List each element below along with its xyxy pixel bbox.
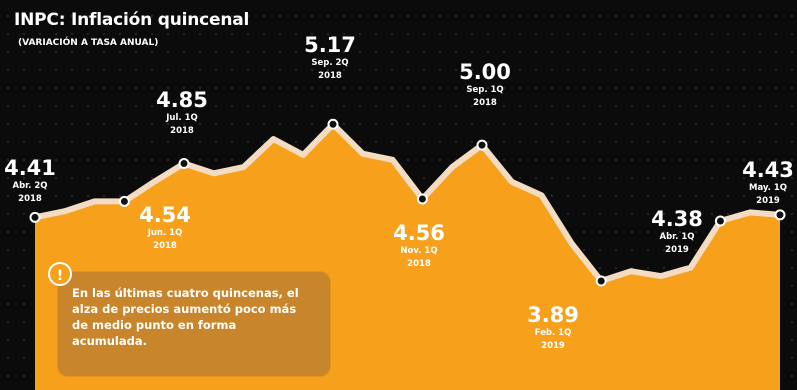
note-box — [58, 272, 330, 376]
data-label-period: Sep. 1Q — [466, 85, 503, 95]
data-label-value: 3.89 — [527, 303, 579, 327]
data-point-marker — [476, 139, 488, 151]
data-label-year: 2018 — [407, 259, 431, 269]
data-label-year: 2019 — [665, 245, 689, 255]
data-label-value: 4.85 — [156, 88, 208, 112]
data-point-marker — [178, 157, 190, 169]
data-label-period: May. 1Q — [749, 183, 787, 193]
data-label-year: 2018 — [18, 194, 42, 204]
data-point-marker — [327, 118, 339, 130]
data-point-marker — [714, 215, 726, 227]
data-label-value: 4.56 — [393, 221, 445, 245]
data-label-period: Abr. 2Q — [13, 181, 48, 191]
data-label-value: 4.54 — [139, 203, 191, 227]
data-label-period: Jul. 1Q — [165, 113, 197, 123]
data-label-period: Jun. 1Q — [147, 228, 183, 238]
data-label-period: Nov. 1Q — [400, 246, 437, 256]
chart-subtitle: (VARIACIÓN A TASA ANUAL) — [18, 38, 159, 48]
chart-title: INPC: Inflación quincenal — [14, 10, 250, 30]
data-label-year: 2018 — [153, 241, 177, 251]
data-label-year: 2018 — [318, 71, 342, 81]
data-label-year: 2019 — [756, 196, 780, 206]
data-label-value: 5.17 — [304, 33, 356, 57]
data-point-marker — [774, 209, 786, 221]
data-label-period: Feb. 1Q — [535, 328, 572, 338]
data-point-marker — [29, 211, 41, 223]
data-point-marker — [595, 275, 607, 287]
data-point-marker — [416, 193, 428, 205]
data-label-year: 2018 — [170, 126, 194, 136]
data-label-year: 2019 — [541, 341, 565, 351]
series-line — [32, 121, 783, 284]
data-label-period: Sep. 2Q — [311, 58, 348, 68]
data-label-year: 2018 — [473, 98, 497, 108]
data-label-value: 4.41 — [4, 156, 56, 180]
data-label-value: 4.38 — [651, 207, 703, 231]
note-text: En las últimas cuatro quincenas, el alza… — [72, 286, 299, 348]
data-point-marker — [118, 195, 130, 207]
data-label-value: 5.00 — [459, 60, 511, 84]
data-label-period: Abr. 1Q — [660, 232, 695, 242]
alert-icon: ! — [48, 262, 72, 286]
data-label-value: 4.43 — [742, 158, 794, 182]
